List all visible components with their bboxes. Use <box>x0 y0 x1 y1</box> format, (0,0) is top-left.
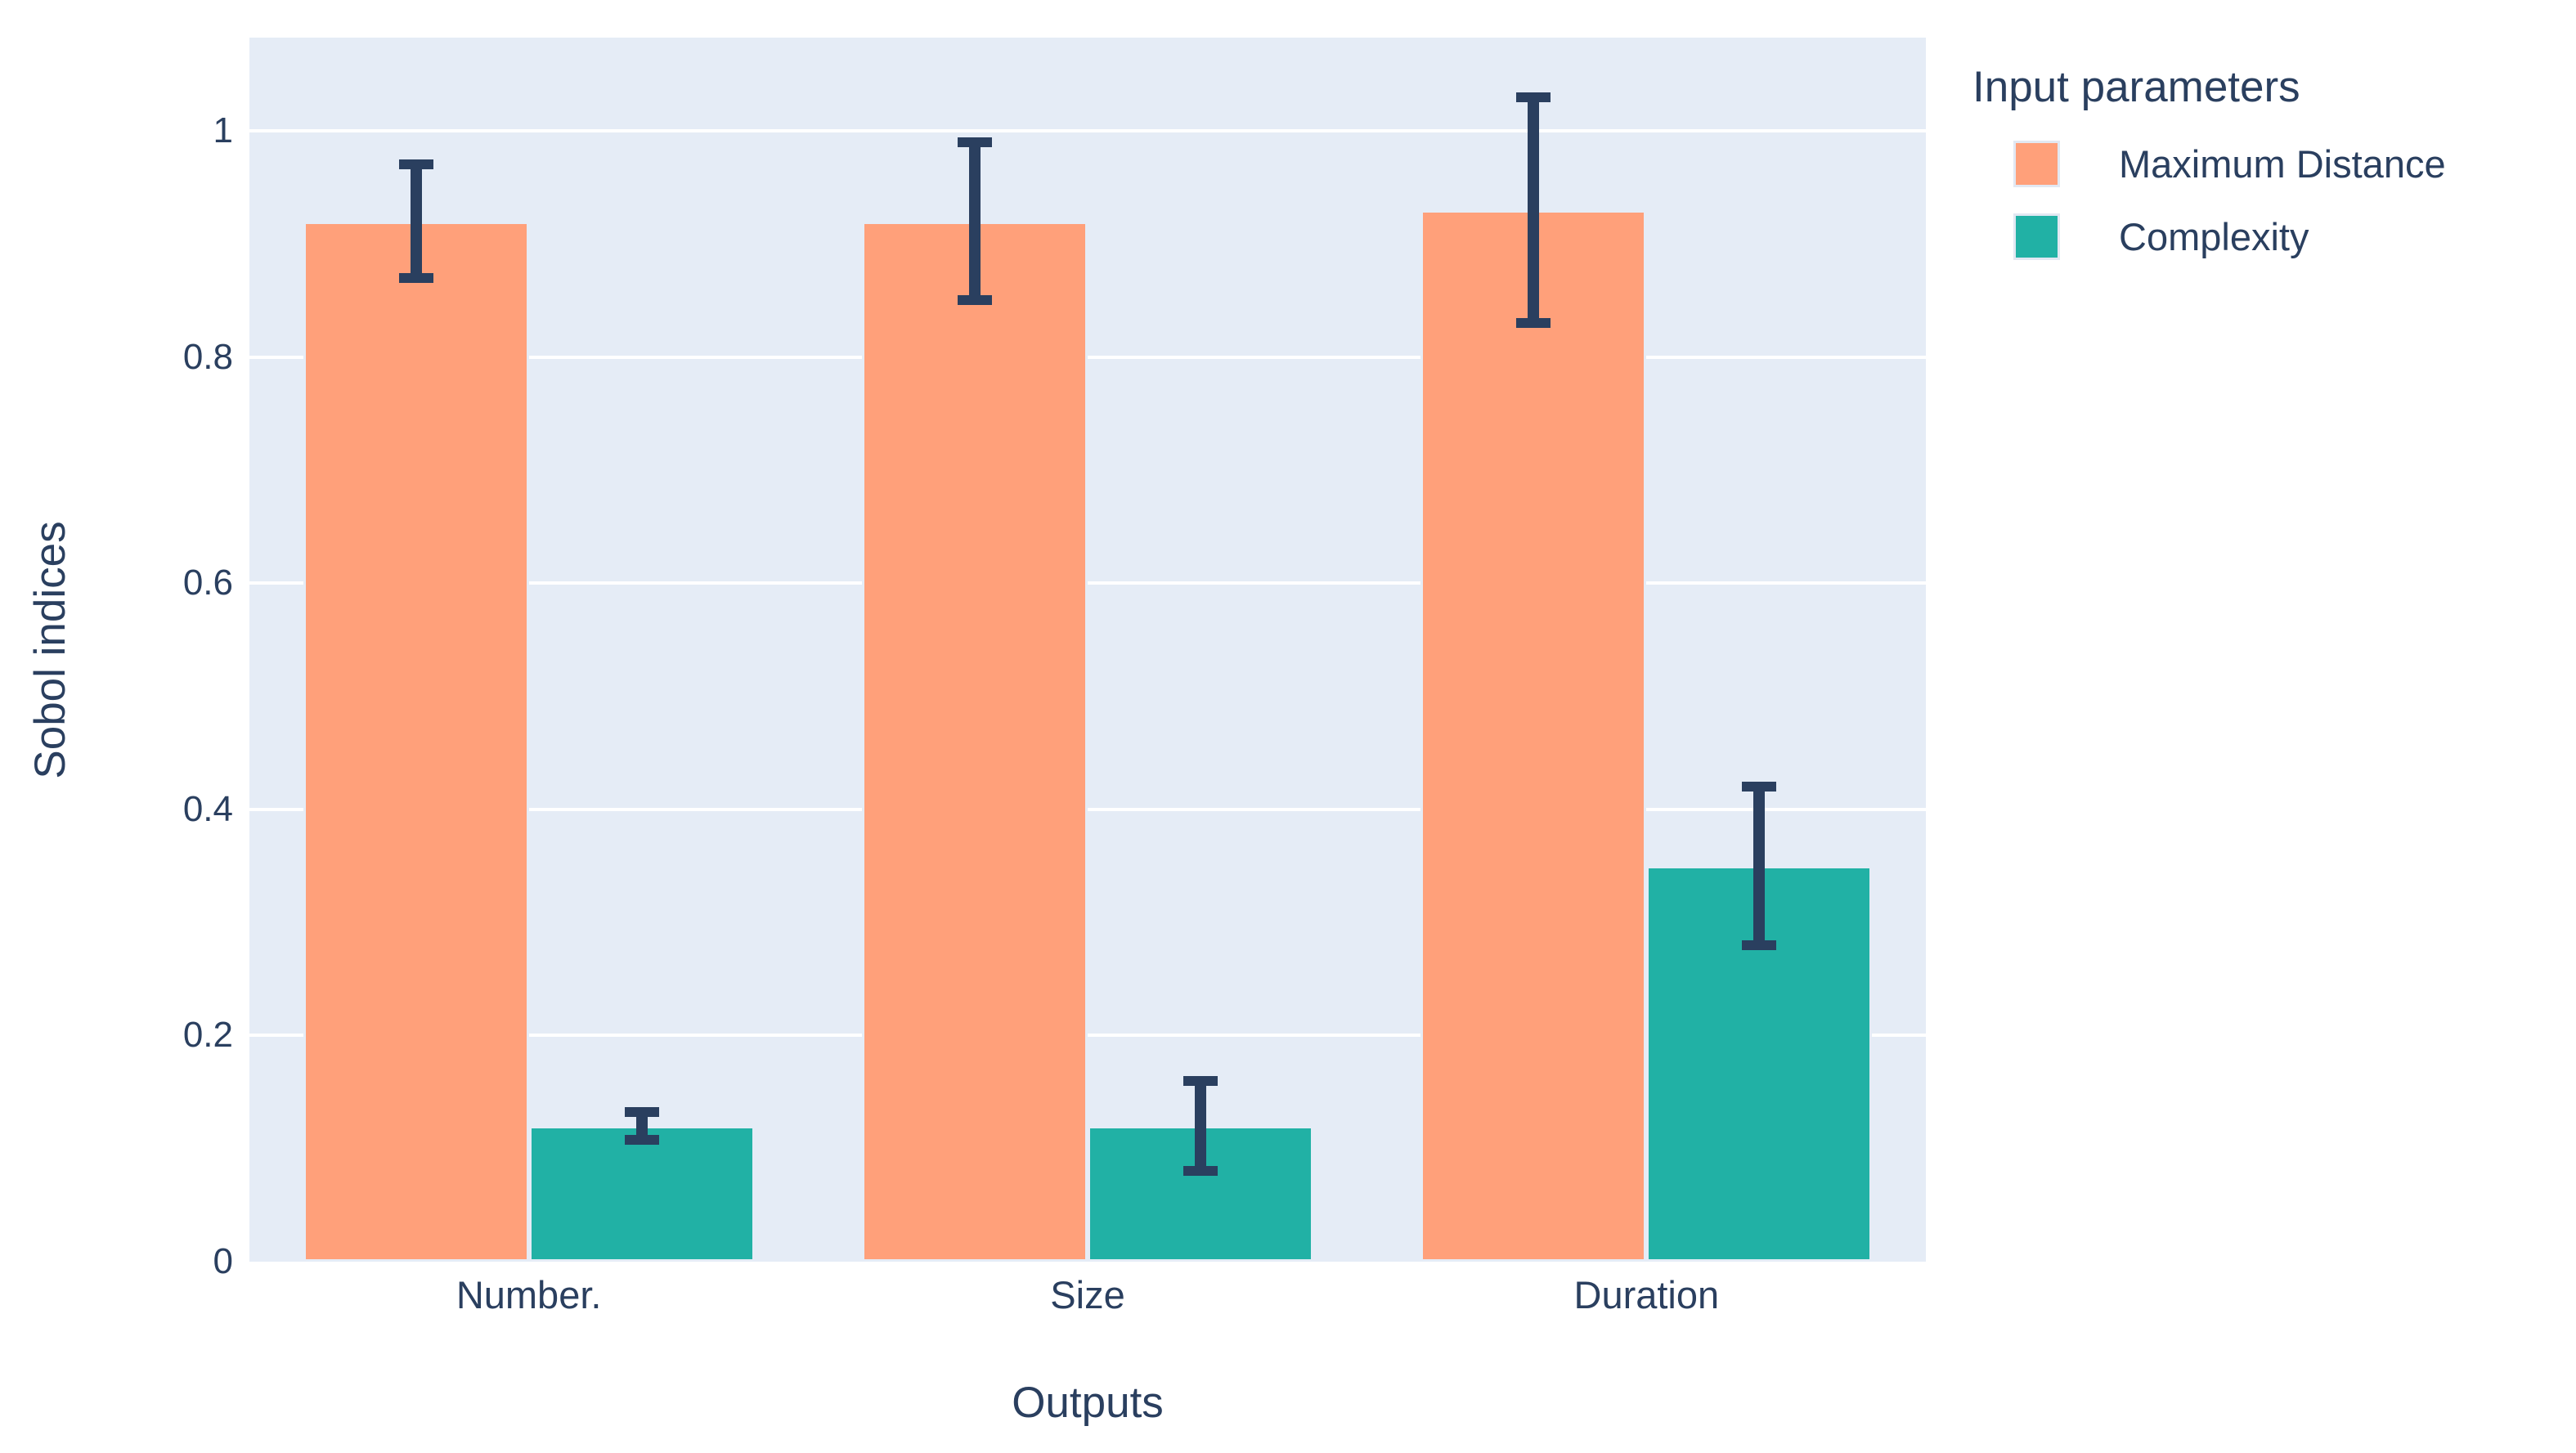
gridline <box>249 807 1926 811</box>
error-bar-complexity-number <box>635 1112 648 1140</box>
y-tick-label-0.4: 0.4 <box>182 788 233 829</box>
legend-items: Maximum Distance Complexity <box>1972 141 2446 260</box>
error-bar-maximum-distance-duration <box>1528 96 1540 324</box>
y-tick-label-0: 0 <box>213 1241 233 1281</box>
plot-area <box>249 38 1926 1262</box>
y-tick-label-0.2: 0.2 <box>182 1015 233 1056</box>
error-bar-cap <box>398 272 433 283</box>
bar-maximum-distance-number <box>303 221 529 1262</box>
gridline <box>249 1034 1926 1038</box>
bar-complexity-number <box>528 1126 755 1262</box>
error-bar-cap <box>1183 1075 1218 1086</box>
gridline <box>249 355 1926 359</box>
error-bar-cap <box>398 159 433 170</box>
x-tick-label-size: Size <box>1050 1273 1125 1316</box>
error-bar-complexity-size <box>1195 1080 1206 1172</box>
error-bar-cap <box>1516 92 1551 102</box>
error-bar-maximum-distance-size <box>969 141 981 301</box>
error-bar-cap <box>1742 940 1777 950</box>
legend-item-complexity[interactable]: Complexity <box>1972 213 2446 260</box>
x-tick-label-duration: Duration <box>1573 1273 1720 1316</box>
legend: Input parameters Maximum Distance Complex… <box>1972 64 2446 286</box>
bar-maximum-distance-duration <box>1420 209 1647 1262</box>
legend-title: Input parameters <box>1972 63 2300 111</box>
error-bar-cap <box>624 1107 659 1118</box>
error-bar-maximum-distance-number <box>410 164 422 278</box>
error-bar-cap <box>1742 782 1777 792</box>
gridline <box>249 581 1926 585</box>
y-tick-label-0.6: 0.6 <box>182 563 233 603</box>
x-axis-title: Outputs <box>1012 1379 1164 1427</box>
error-bar-complexity-duration <box>1753 787 1766 945</box>
y-axis-title: Sobol indices <box>26 521 74 779</box>
legend-label-complexity: Complexity <box>2119 215 2309 258</box>
error-bar-cap <box>1183 1166 1218 1177</box>
legend-item-maximum-distance[interactable]: Maximum Distance <box>1972 141 2446 187</box>
y-tick-label-1: 1 <box>213 110 233 150</box>
x-tick-label-number: Number. <box>456 1273 602 1316</box>
bar-maximum-distance-size <box>862 221 1088 1262</box>
gridline <box>249 129 1926 132</box>
legend-label-maximum-distance: Maximum Distance <box>2119 142 2446 186</box>
y-tick-label-0.8: 0.8 <box>182 336 233 377</box>
legend-swatch-complexity <box>2013 213 2060 260</box>
error-bar-cap <box>624 1134 659 1145</box>
error-bar-cap <box>958 295 992 306</box>
error-bar-cap <box>958 137 992 147</box>
legend-swatch-maximum-distance <box>2013 141 2060 187</box>
error-bar-cap <box>1516 318 1551 329</box>
